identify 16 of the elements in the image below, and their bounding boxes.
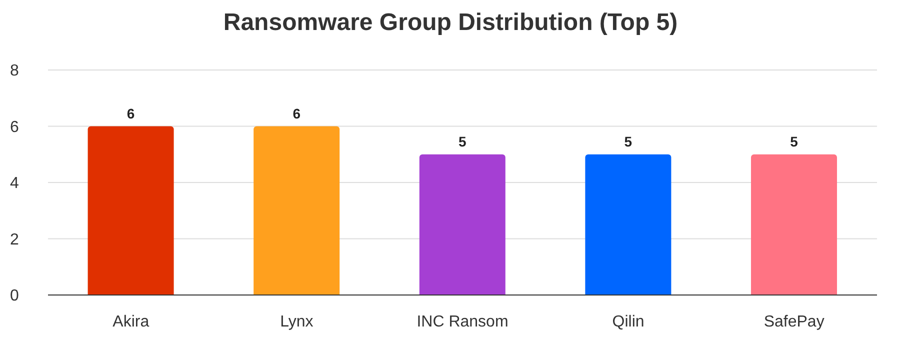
x-tick-label: Lynx	[280, 313, 314, 330]
x-tick-label: INC Ransom	[416, 313, 508, 330]
data-label: 6	[292, 105, 301, 122]
y-tick-label: 8	[10, 62, 19, 80]
y-tick-label: 0	[10, 288, 19, 305]
x-tick-label: Qilin	[612, 313, 644, 330]
x-tick-label: SafePay	[764, 313, 824, 330]
y-tick-label: 4	[10, 175, 19, 192]
y-tick-label: 2	[10, 231, 19, 248]
chart-title: Ransomware Group Distribution (Top 5)	[222, 8, 679, 38]
y-tick-label: 6	[10, 118, 19, 136]
data-label: 5	[624, 133, 632, 150]
data-label: 5	[790, 133, 798, 150]
data-label: 6	[126, 105, 135, 122]
x-tick-label: Akira	[112, 313, 150, 330]
data-label: 5	[458, 133, 466, 150]
